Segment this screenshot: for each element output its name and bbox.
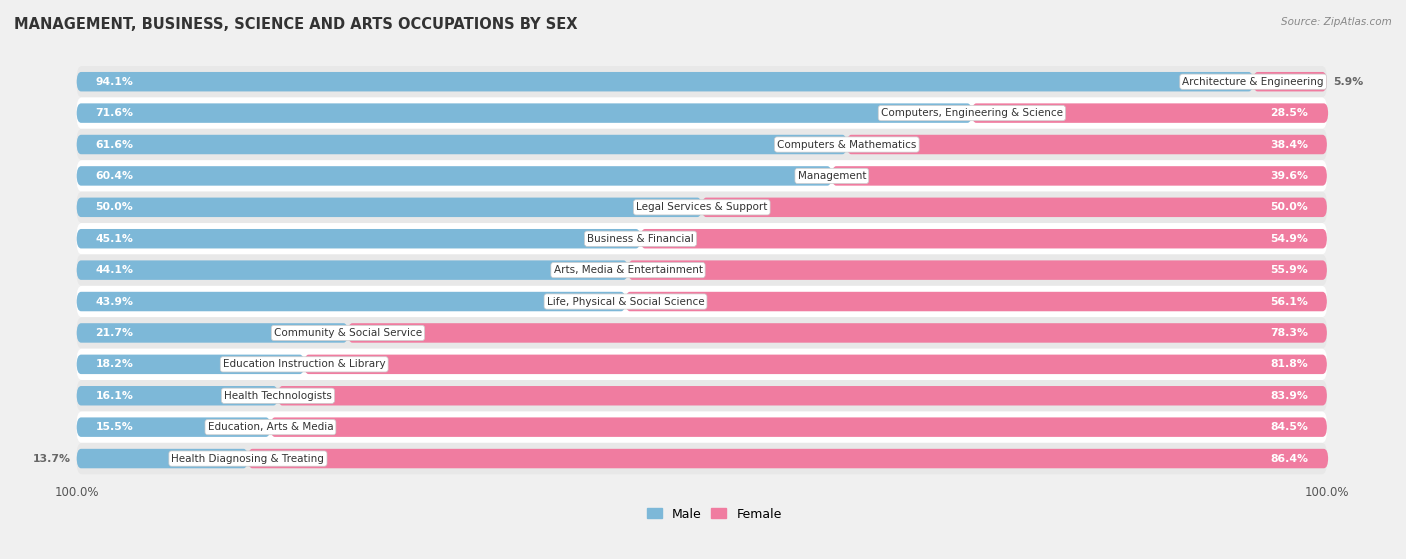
Text: 83.9%: 83.9%	[1270, 391, 1308, 401]
FancyBboxPatch shape	[77, 103, 972, 123]
FancyBboxPatch shape	[77, 418, 270, 437]
Text: Management: Management	[797, 171, 866, 181]
FancyBboxPatch shape	[77, 97, 1327, 129]
Text: 13.7%: 13.7%	[32, 453, 70, 463]
Text: Computers & Mathematics: Computers & Mathematics	[778, 140, 917, 149]
FancyBboxPatch shape	[702, 197, 1327, 217]
FancyBboxPatch shape	[77, 223, 1327, 254]
FancyBboxPatch shape	[77, 197, 702, 217]
FancyBboxPatch shape	[77, 318, 1327, 349]
Text: 21.7%: 21.7%	[96, 328, 134, 338]
FancyBboxPatch shape	[77, 323, 347, 343]
FancyBboxPatch shape	[77, 354, 304, 374]
Text: 28.5%: 28.5%	[1270, 108, 1308, 118]
FancyBboxPatch shape	[77, 72, 1253, 92]
Text: 39.6%: 39.6%	[1270, 171, 1308, 181]
Text: Community & Social Service: Community & Social Service	[274, 328, 422, 338]
FancyBboxPatch shape	[278, 386, 1327, 405]
Text: 61.6%: 61.6%	[96, 140, 134, 149]
FancyBboxPatch shape	[77, 166, 832, 186]
FancyBboxPatch shape	[347, 323, 1327, 343]
Text: Business & Financial: Business & Financial	[588, 234, 695, 244]
Text: 5.9%: 5.9%	[1333, 77, 1364, 87]
Text: 55.9%: 55.9%	[1271, 265, 1308, 275]
Text: Education Instruction & Library: Education Instruction & Library	[224, 359, 385, 369]
Text: Computers, Engineering & Science: Computers, Engineering & Science	[880, 108, 1063, 118]
Text: 50.0%: 50.0%	[96, 202, 134, 212]
Text: 15.5%: 15.5%	[96, 422, 134, 432]
Text: 78.3%: 78.3%	[1270, 328, 1308, 338]
Legend: Male, Female: Male, Female	[647, 508, 782, 520]
Text: Education, Arts & Media: Education, Arts & Media	[208, 422, 333, 432]
Text: 60.4%: 60.4%	[96, 171, 134, 181]
FancyBboxPatch shape	[626, 292, 1327, 311]
Text: 44.1%: 44.1%	[96, 265, 134, 275]
Text: 84.5%: 84.5%	[1270, 422, 1308, 432]
FancyBboxPatch shape	[846, 135, 1327, 154]
Text: MANAGEMENT, BUSINESS, SCIENCE AND ARTS OCCUPATIONS BY SEX: MANAGEMENT, BUSINESS, SCIENCE AND ARTS O…	[14, 17, 578, 32]
FancyBboxPatch shape	[832, 166, 1327, 186]
Text: Architecture & Engineering: Architecture & Engineering	[1182, 77, 1324, 87]
FancyBboxPatch shape	[77, 135, 846, 154]
Text: 50.0%: 50.0%	[1271, 202, 1308, 212]
FancyBboxPatch shape	[77, 254, 1327, 286]
FancyBboxPatch shape	[77, 192, 1327, 223]
FancyBboxPatch shape	[304, 354, 1327, 374]
FancyBboxPatch shape	[972, 103, 1329, 123]
Text: 81.8%: 81.8%	[1271, 359, 1308, 369]
Text: Legal Services & Support: Legal Services & Support	[636, 202, 768, 212]
Text: Arts, Media & Entertainment: Arts, Media & Entertainment	[554, 265, 703, 275]
FancyBboxPatch shape	[1253, 72, 1327, 92]
FancyBboxPatch shape	[77, 286, 1327, 318]
Text: Life, Physical & Social Science: Life, Physical & Social Science	[547, 296, 704, 306]
Text: 56.1%: 56.1%	[1270, 296, 1308, 306]
FancyBboxPatch shape	[247, 449, 1329, 468]
Text: 54.9%: 54.9%	[1270, 234, 1308, 244]
Text: 38.4%: 38.4%	[1270, 140, 1308, 149]
FancyBboxPatch shape	[641, 229, 1327, 248]
FancyBboxPatch shape	[77, 260, 628, 280]
Text: Health Diagnosing & Treating: Health Diagnosing & Treating	[172, 453, 325, 463]
FancyBboxPatch shape	[77, 160, 1327, 192]
Text: Source: ZipAtlas.com: Source: ZipAtlas.com	[1281, 17, 1392, 27]
FancyBboxPatch shape	[628, 260, 1327, 280]
FancyBboxPatch shape	[77, 449, 247, 468]
Text: 86.4%: 86.4%	[1270, 453, 1308, 463]
FancyBboxPatch shape	[270, 418, 1327, 437]
Text: 94.1%: 94.1%	[96, 77, 134, 87]
FancyBboxPatch shape	[77, 292, 626, 311]
Text: 45.1%: 45.1%	[96, 234, 134, 244]
FancyBboxPatch shape	[77, 349, 1327, 380]
Text: Health Technologists: Health Technologists	[224, 391, 332, 401]
FancyBboxPatch shape	[77, 386, 278, 405]
FancyBboxPatch shape	[77, 411, 1327, 443]
Text: 43.9%: 43.9%	[96, 296, 134, 306]
Text: 16.1%: 16.1%	[96, 391, 134, 401]
FancyBboxPatch shape	[77, 229, 641, 248]
FancyBboxPatch shape	[77, 66, 1327, 97]
Text: 18.2%: 18.2%	[96, 359, 134, 369]
FancyBboxPatch shape	[77, 380, 1327, 411]
FancyBboxPatch shape	[77, 129, 1327, 160]
Text: 71.6%: 71.6%	[96, 108, 134, 118]
FancyBboxPatch shape	[77, 443, 1327, 474]
